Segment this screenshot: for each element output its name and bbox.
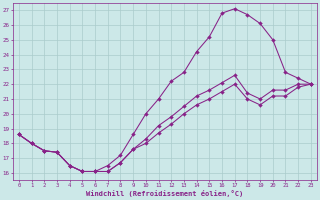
X-axis label: Windchill (Refroidissement éolien,°C): Windchill (Refroidissement éolien,°C) [86, 190, 244, 197]
